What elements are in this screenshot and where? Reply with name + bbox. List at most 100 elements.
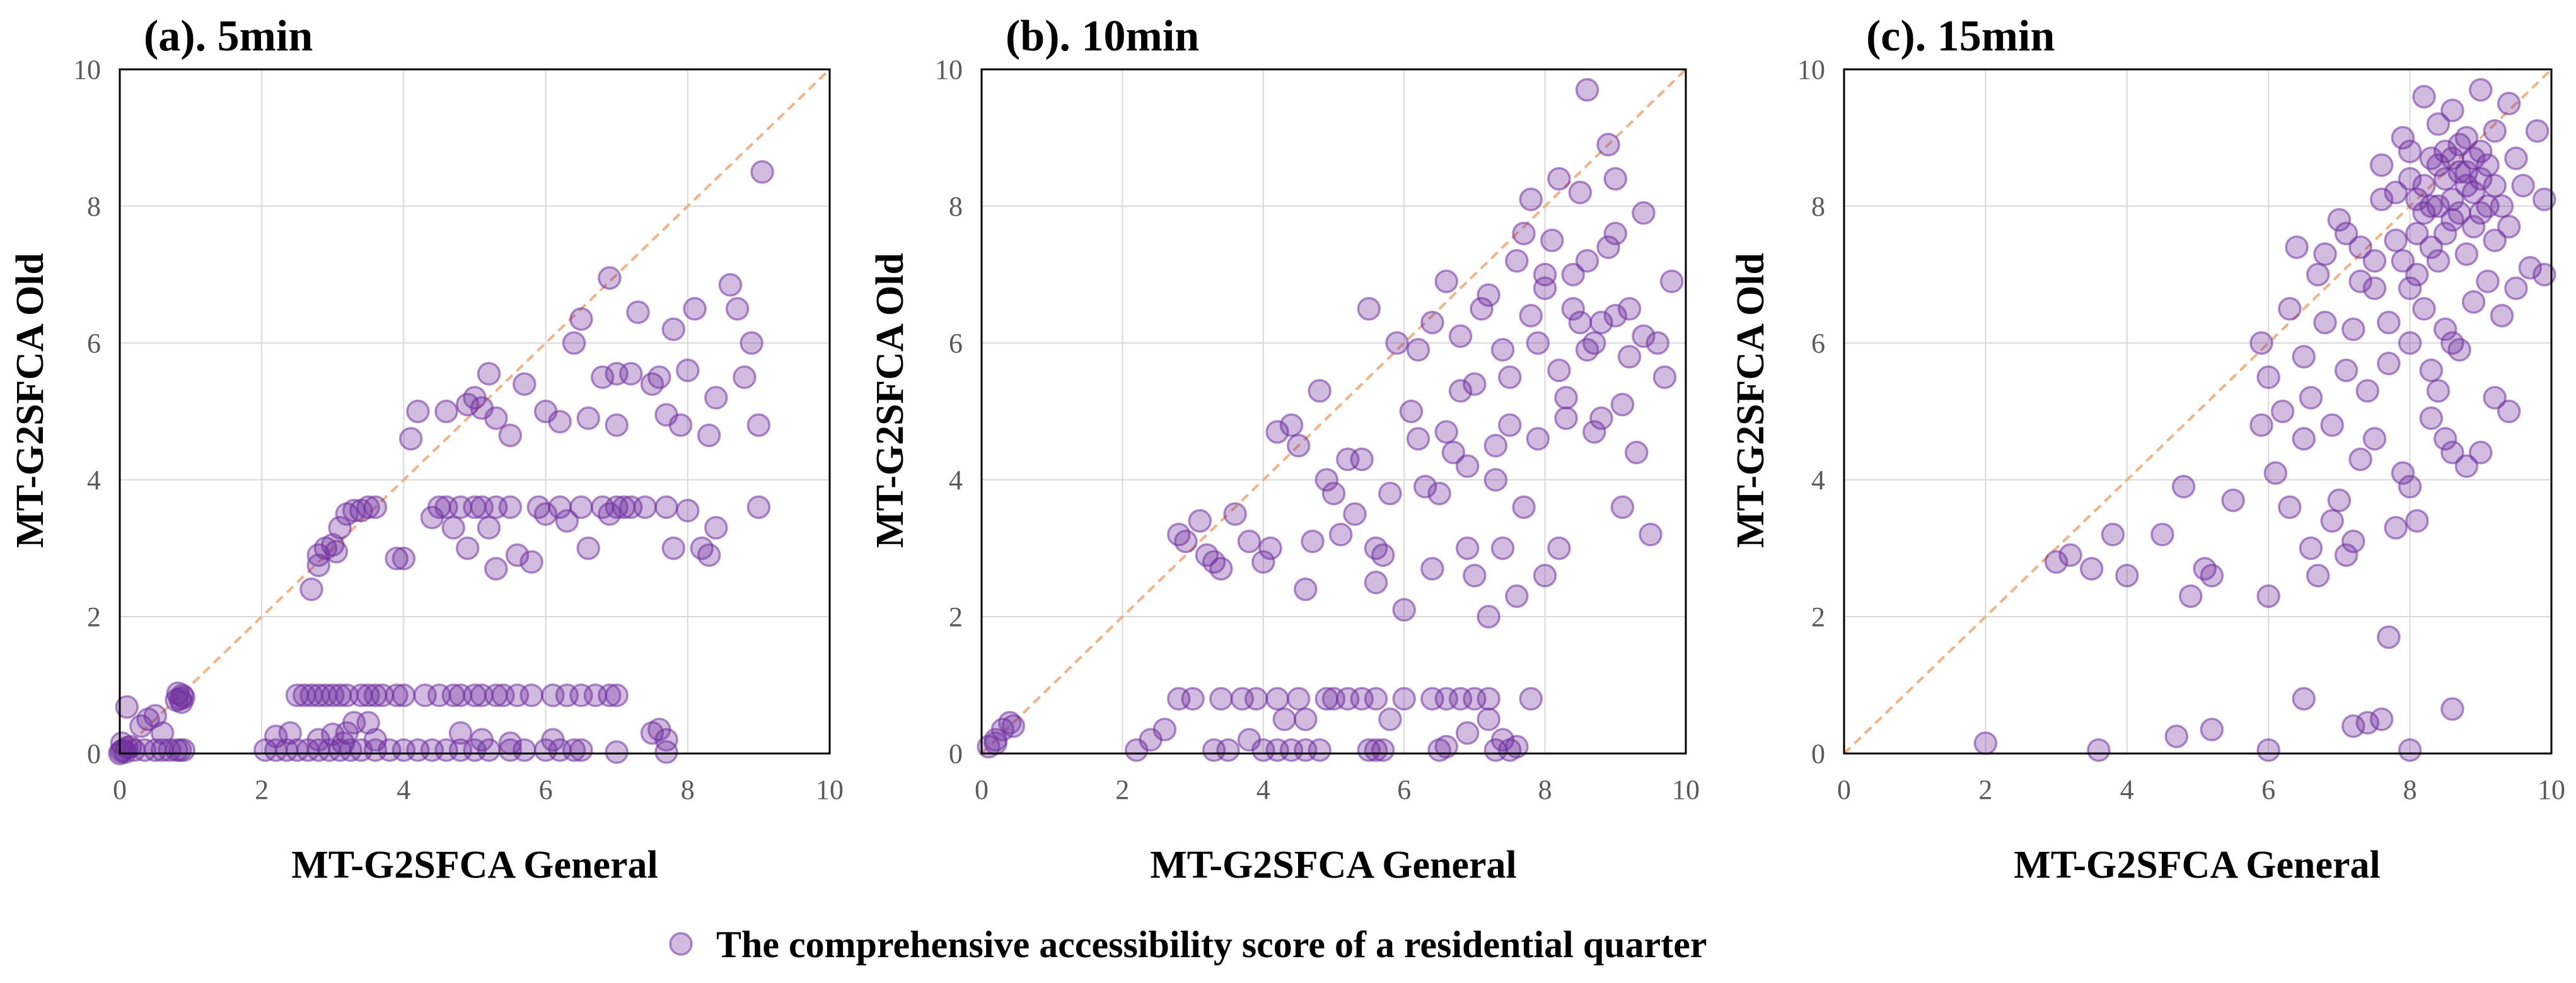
panel-b-title: (b). 10min bbox=[1006, 12, 1199, 61]
panel-b-data-point bbox=[1455, 536, 1480, 561]
panel-c-data-point bbox=[2079, 557, 2104, 581]
panel-a-data-point bbox=[590, 365, 615, 390]
panel-c-data-point bbox=[2426, 379, 2451, 403]
panel-a-data-point bbox=[264, 724, 288, 748]
panel-b-data-point bbox=[1279, 413, 1304, 437]
panel-a-x-axis-label: MT-G2SFCA General bbox=[291, 844, 658, 887]
panel-c-data-point bbox=[1973, 731, 1998, 755]
panel-a-data-point bbox=[505, 543, 530, 567]
panel-a: (a). 5min 0 2 4 6 8 10 0 2 4 6 8 10 MT-G2SFCA Gene… bbox=[9, 12, 844, 887]
panel-c-data-point bbox=[2171, 475, 2196, 499]
panel-c-data-point bbox=[2299, 536, 2323, 561]
panel-b-data-point bbox=[1286, 687, 1311, 711]
panel-b-y-axis-label: MT-G2SFCA Old bbox=[869, 253, 912, 548]
panel-c-data-point bbox=[2454, 160, 2479, 184]
panel-b-y-tick-label: 6 bbox=[949, 328, 963, 359]
panel-c-data-point bbox=[2334, 358, 2358, 383]
panel-b-x-tick-label: 8 bbox=[1538, 774, 1552, 805]
panel-a-data-point bbox=[576, 536, 600, 561]
panel-b-data-point bbox=[1540, 228, 1564, 253]
panel-b-data-point bbox=[983, 731, 1008, 755]
panel-a-data-point bbox=[746, 495, 771, 520]
panel-b-data-point bbox=[1498, 413, 1522, 437]
panel-a-data-point bbox=[392, 547, 416, 571]
panel-c-data-point bbox=[2433, 427, 2457, 451]
panel-b-y-ticks: 0 2 4 6 8 10 bbox=[935, 54, 963, 769]
panel-c-data-point bbox=[2426, 194, 2451, 218]
panel-a-plot-frame bbox=[119, 68, 831, 755]
panel-c-data-point bbox=[2292, 687, 2316, 711]
panel-c-data-point bbox=[2377, 310, 2401, 335]
panel-a-points bbox=[108, 160, 774, 765]
panel-c-data-point bbox=[2497, 214, 2521, 239]
panel-c-data-point bbox=[2327, 207, 2352, 232]
panel-b-data-point bbox=[1645, 331, 1670, 355]
panel-a-data-point bbox=[448, 721, 473, 745]
panel-b-data-point bbox=[1328, 523, 1353, 547]
panel-b-data-point bbox=[1413, 475, 1437, 499]
panel-a-x-tick-label: 4 bbox=[397, 774, 410, 805]
panel-b-data-point bbox=[1455, 721, 1480, 745]
panel-b-y-tick-label: 4 bbox=[949, 465, 963, 496]
panel-b-data-point bbox=[1392, 687, 1416, 711]
panel-a-data-point bbox=[654, 495, 678, 520]
panel-a-data-point bbox=[654, 728, 678, 752]
panel-a-data-point bbox=[363, 728, 388, 752]
panel-b-data-point bbox=[1603, 166, 1628, 191]
panel-c-data-point bbox=[2440, 697, 2464, 721]
panel-c-data-point bbox=[2419, 358, 2444, 383]
panel-a-data-point bbox=[115, 695, 139, 719]
panel-c-data-point bbox=[2504, 146, 2528, 170]
panel-a-data-point bbox=[484, 406, 508, 431]
panel-c-data-point bbox=[2313, 242, 2337, 266]
panel-b-data-point bbox=[1533, 262, 1557, 287]
panel-c-data-point bbox=[2384, 228, 2408, 253]
panel-a-y-ticks: 0 2 4 6 8 10 bbox=[73, 54, 101, 769]
panel-b-data-point bbox=[1477, 707, 1500, 731]
panel-c-data-point bbox=[2391, 461, 2415, 485]
panel-c-data-point bbox=[2384, 516, 2408, 540]
panel-b-data-point bbox=[1589, 310, 1613, 335]
panel-b-data-point bbox=[1477, 283, 1500, 307]
panel-c-data-point bbox=[2405, 187, 2429, 211]
panel-b-data-point bbox=[1223, 502, 1247, 526]
panel-a-data-point bbox=[171, 738, 196, 762]
panel-b-data-point bbox=[1490, 728, 1515, 752]
panel-c-y-tick-label: 6 bbox=[1811, 328, 1825, 359]
panel-b-data-point bbox=[1519, 687, 1543, 711]
panel-a-y-tick-label: 2 bbox=[87, 602, 101, 632]
panel-a-data-point bbox=[455, 536, 480, 561]
panel-c-data-point bbox=[2405, 509, 2429, 533]
panel-a-data-point bbox=[441, 516, 465, 540]
panel-c-data-point bbox=[2440, 331, 2464, 355]
panel-c-data-point bbox=[2412, 84, 2436, 109]
panel-a-data-point bbox=[598, 266, 622, 290]
panel-a-data-point bbox=[676, 358, 700, 383]
panel-c-data-point bbox=[2285, 235, 2309, 259]
panel-c-data-point bbox=[2398, 331, 2422, 355]
panel-b-data-point bbox=[1483, 434, 1508, 458]
panel-c-data-point bbox=[2405, 221, 2429, 246]
panel-b-data-point bbox=[1610, 392, 1635, 417]
panel-c-data-point bbox=[2334, 221, 2358, 246]
panel-a-data-point bbox=[498, 731, 523, 755]
panel-a-data-point bbox=[740, 331, 763, 355]
panel-c-y-tick-label: 8 bbox=[1811, 191, 1825, 222]
panel-a-data-point bbox=[718, 273, 743, 297]
panel-b-data-point bbox=[1357, 297, 1381, 321]
panel-c-data-point bbox=[2440, 440, 2464, 465]
panel-c-data-point bbox=[2256, 738, 2280, 762]
panel-a-data-point bbox=[633, 495, 657, 520]
panel-c-data-point bbox=[2341, 529, 2365, 554]
panel-c-data-point bbox=[2433, 166, 2457, 191]
panel-c-data-point bbox=[2341, 714, 2365, 738]
panel-b-data-point bbox=[1652, 365, 1677, 390]
panel-a-data-point bbox=[618, 362, 643, 386]
panel-a-data-point bbox=[683, 297, 707, 321]
panel-c-data-point bbox=[2306, 262, 2330, 287]
panel-b-data-point bbox=[1265, 687, 1289, 711]
panel-b-data-point bbox=[1364, 687, 1388, 711]
panel-b-data-point bbox=[1561, 262, 1586, 287]
panel-b-data-point bbox=[1617, 344, 1642, 369]
panel-c-data-point bbox=[2476, 194, 2500, 218]
